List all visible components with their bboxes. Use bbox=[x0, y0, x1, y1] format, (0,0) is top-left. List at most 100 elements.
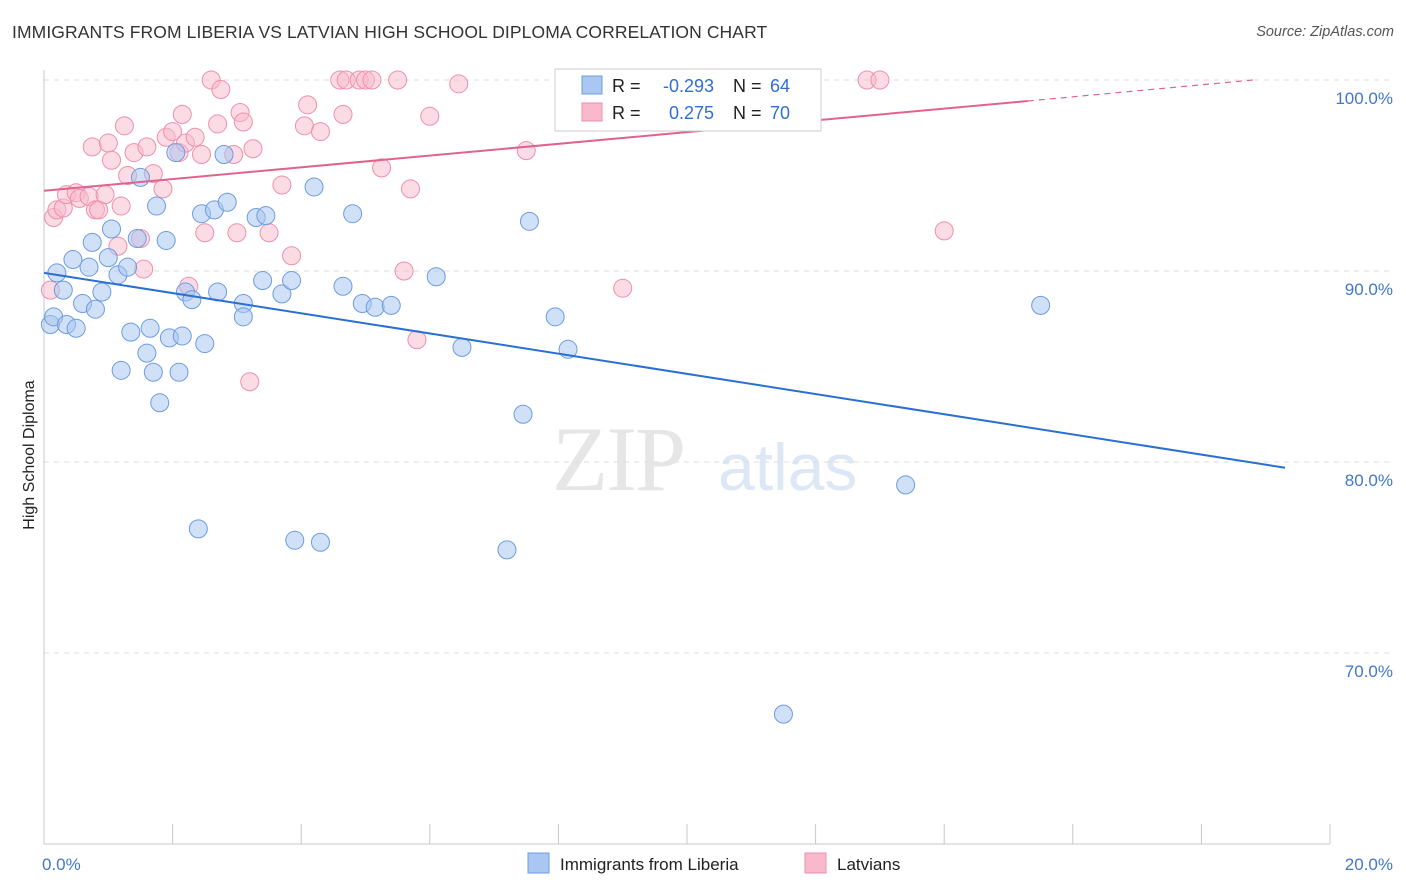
source-credit: Source: ZipAtlas.com bbox=[1256, 24, 1394, 40]
latvians-point bbox=[134, 259, 154, 279]
liberia-point bbox=[513, 404, 533, 424]
liberia-point bbox=[452, 337, 472, 357]
axes bbox=[43, 70, 1331, 845]
liberia-point bbox=[156, 230, 176, 250]
liberia-point bbox=[426, 267, 446, 287]
liberia-point bbox=[333, 276, 353, 296]
liberia-point bbox=[98, 248, 118, 268]
y-tick-labels: 100.0% 90.0% 80.0% 70.0% bbox=[1335, 89, 1393, 681]
latvians-point bbox=[934, 221, 954, 241]
liberia-point bbox=[256, 206, 276, 226]
liberia-point bbox=[310, 532, 330, 552]
liberia-point bbox=[195, 334, 215, 354]
latvians-point bbox=[272, 175, 292, 195]
stats-n-value-2: 70 bbox=[770, 103, 790, 123]
liberia-point bbox=[118, 257, 138, 277]
liberia-point bbox=[182, 290, 202, 310]
liberia-point bbox=[82, 232, 102, 252]
y-tick-label: 80.0% bbox=[1345, 471, 1393, 490]
legend-label-liberia: Immigrants from Liberia bbox=[560, 855, 739, 874]
liberia-point bbox=[111, 360, 131, 380]
liberia-point bbox=[188, 519, 208, 539]
y-tick-label: 100.0% bbox=[1335, 89, 1393, 108]
liberia-point bbox=[127, 229, 147, 249]
liberia-point bbox=[253, 271, 273, 291]
y-tick-label: 90.0% bbox=[1345, 280, 1393, 299]
latvians-point bbox=[298, 95, 318, 115]
latvians-point bbox=[211, 80, 231, 100]
latvians-point bbox=[870, 70, 890, 90]
liberia-point bbox=[137, 343, 157, 363]
latvians-point bbox=[394, 261, 414, 281]
liberia-point bbox=[102, 219, 122, 239]
stats-n-label-1: N = bbox=[733, 76, 762, 96]
latvians-point bbox=[516, 141, 536, 161]
latvians-point bbox=[153, 179, 173, 199]
liberia-point bbox=[365, 297, 385, 317]
latvians-point bbox=[111, 196, 131, 216]
latvians-point bbox=[401, 179, 421, 199]
liberia-point bbox=[172, 326, 192, 346]
latvians-point bbox=[372, 158, 392, 178]
stats-r-label-1: R = bbox=[612, 76, 641, 96]
latvians-point bbox=[102, 150, 122, 170]
latvians-point bbox=[613, 278, 633, 298]
x-tick-labels: 0.0% 20.0% bbox=[42, 855, 1393, 874]
liberia-point bbox=[896, 475, 916, 495]
stats-swatch-latvians bbox=[581, 102, 603, 122]
latvians-point bbox=[95, 185, 115, 205]
latvians-point bbox=[227, 223, 247, 243]
liberia-point bbox=[304, 177, 324, 197]
latvians-point bbox=[294, 116, 314, 136]
liberia-point bbox=[214, 144, 234, 164]
stats-swatch-liberia bbox=[581, 75, 603, 95]
liberia-point bbox=[121, 322, 141, 342]
latvians-point bbox=[233, 112, 253, 132]
trend-lines bbox=[43, 79, 1286, 469]
liberia-point bbox=[545, 307, 565, 327]
stats-r-value-2: 0.275 bbox=[669, 103, 714, 123]
liberia-point bbox=[1031, 295, 1051, 315]
latvians-point bbox=[449, 74, 469, 94]
latvians-point bbox=[163, 122, 183, 142]
liberia-point bbox=[150, 393, 170, 413]
latvians-point bbox=[208, 114, 228, 134]
latvians-point bbox=[172, 104, 192, 124]
latvians-point bbox=[185, 127, 205, 147]
y-tick-label: 70.0% bbox=[1345, 662, 1393, 681]
latvians-point bbox=[114, 116, 134, 136]
liberia-point bbox=[92, 282, 112, 302]
grid-lines bbox=[44, 79, 1392, 654]
latvians-point bbox=[282, 246, 302, 266]
latvians-point bbox=[192, 144, 212, 164]
liberia-point bbox=[79, 257, 99, 277]
liberia-point bbox=[63, 250, 83, 270]
liberia-point bbox=[381, 295, 401, 315]
latvians-point bbox=[82, 137, 102, 157]
legend-swatch-latvians bbox=[804, 852, 827, 874]
stats-r-label-2: R = bbox=[612, 103, 641, 123]
liberia-point bbox=[773, 704, 793, 724]
liberia-point bbox=[66, 318, 86, 338]
latvians-point bbox=[362, 70, 382, 90]
liberia-point bbox=[272, 284, 292, 304]
liberia-point bbox=[169, 362, 189, 382]
liberia-points bbox=[40, 70, 1051, 724]
latvians-point bbox=[310, 122, 330, 142]
latvians-point bbox=[388, 70, 408, 90]
liberia-point bbox=[233, 307, 253, 327]
liberia-point bbox=[130, 167, 150, 187]
x-tick-label: 20.0% bbox=[1345, 855, 1393, 874]
latvians-point bbox=[137, 137, 157, 157]
x-tick-label: 0.0% bbox=[42, 855, 81, 874]
stats-r-value-1: -0.293 bbox=[663, 76, 714, 96]
watermark: ZIP atlas bbox=[552, 408, 857, 510]
latvians-point bbox=[420, 106, 440, 126]
liberia-point bbox=[285, 530, 305, 550]
liberia-point bbox=[85, 299, 105, 319]
liberia-point bbox=[282, 271, 302, 291]
stats-n-label-2: N = bbox=[733, 103, 762, 123]
latvians-point bbox=[195, 223, 215, 243]
latvians-point bbox=[407, 330, 427, 350]
